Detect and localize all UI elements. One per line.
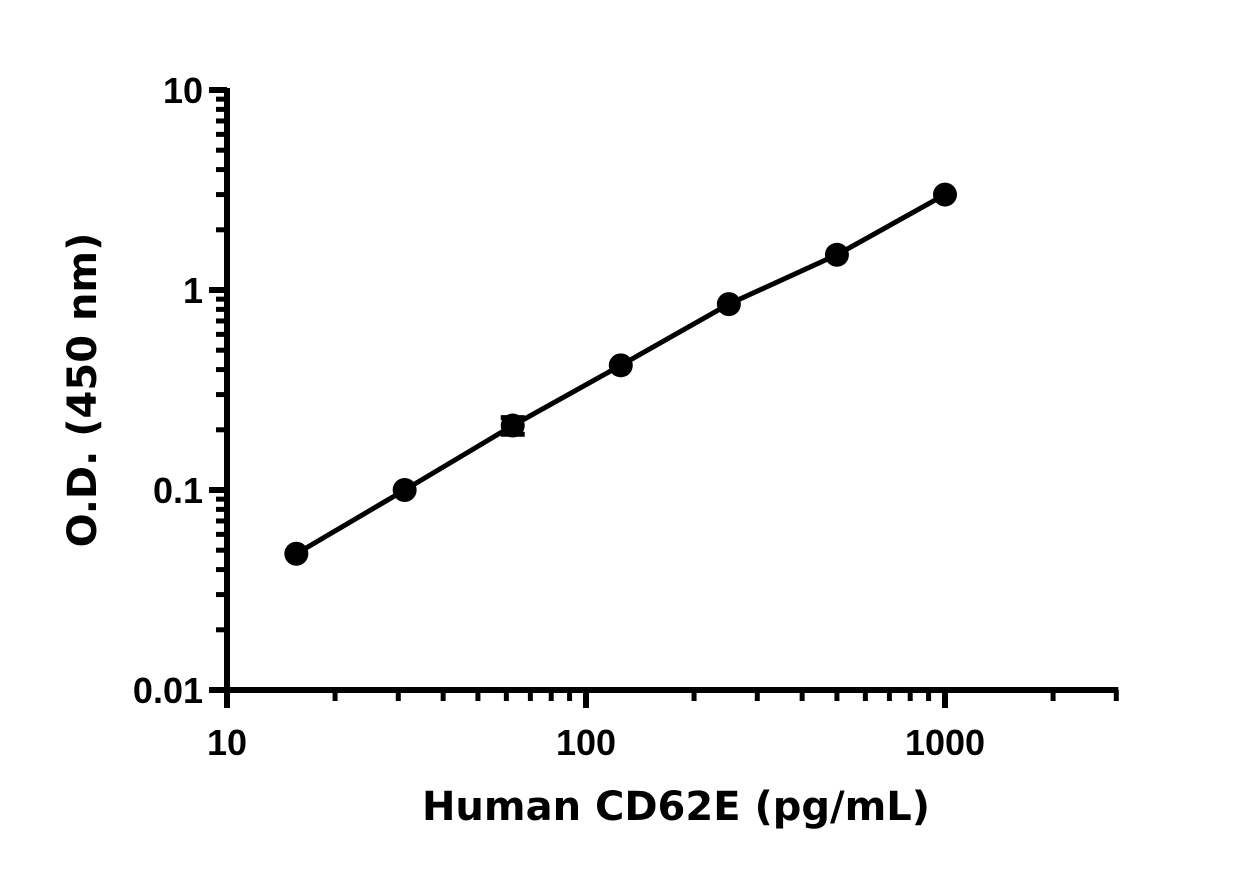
data-point — [284, 541, 309, 566]
data-point — [500, 413, 525, 438]
x-axis-title: Human CD62E (pg/mL) — [422, 784, 930, 830]
data-point — [392, 478, 417, 502]
x-tick-label: 10 — [207, 722, 247, 763]
y-tick-label: 10 — [163, 70, 203, 111]
data-point — [824, 242, 849, 267]
data-series — [284, 182, 957, 566]
x-tick-label: 100 — [556, 722, 616, 763]
x-axis: 10 100 1000 — [207, 687, 1119, 763]
y-tick-label: 0.1 — [153, 470, 203, 511]
y-tick-label: 0.01 — [133, 670, 203, 711]
x-tick-label: 1000 — [905, 722, 985, 763]
y-axis-title: O.D. (450 nm) — [60, 233, 106, 548]
y-axis: 0.01 0.1 1 10 — [133, 70, 230, 711]
y-tick-label: 1 — [183, 270, 203, 311]
data-point — [608, 353, 633, 378]
data-point — [716, 292, 741, 317]
data-point — [933, 182, 957, 207]
